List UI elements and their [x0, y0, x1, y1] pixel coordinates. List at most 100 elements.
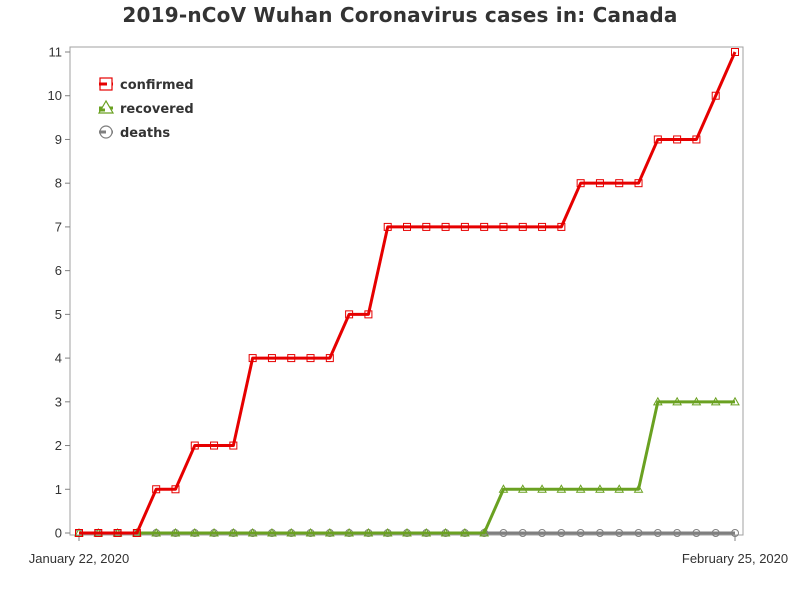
data-point-confirmed-2 [113, 529, 122, 537]
data-point-confirmed-28 [615, 179, 624, 188]
data-point-confirmed-34 [731, 48, 739, 56]
data-point-deaths-26 [576, 529, 585, 537]
data-point-confirmed-31 [673, 135, 682, 144]
data-point-confirmed-33 [711, 91, 720, 100]
data-point-confirmed-16 [383, 222, 392, 231]
data-point-recovered-15 [363, 527, 374, 537]
series-confirmed [75, 48, 739, 537]
data-point-deaths-27 [595, 529, 604, 537]
legend: confirmed recovered deaths [97, 77, 194, 141]
data-point-confirmed-3 [132, 529, 141, 537]
data-point-deaths-24 [538, 529, 547, 537]
plot-frame [69, 46, 744, 536]
data-point-deaths-34 [731, 529, 739, 537]
data-point-confirmed-9 [248, 354, 257, 363]
data-point-recovered-17 [402, 527, 412, 537]
data-point-recovered-10 [267, 527, 277, 537]
data-point-deaths-25 [557, 529, 566, 537]
data-point-confirmed-7 [210, 441, 219, 450]
data-point-recovered-9 [247, 527, 258, 537]
data-point-recovered-26 [575, 484, 586, 493]
y-tick-label-0: 0 [55, 526, 62, 541]
data-point-recovered-16 [382, 527, 393, 537]
data-point-deaths-28 [615, 529, 624, 537]
data-point-deaths-32 [692, 529, 701, 537]
data-point-confirmed-19 [441, 222, 450, 231]
data-point-confirmed-23 [518, 222, 527, 231]
y-tick-label-1: 1 [55, 482, 62, 497]
data-point-confirmed-25 [557, 222, 566, 231]
data-point-confirmed-17 [403, 222, 411, 231]
data-point-recovered-21 [479, 527, 490, 537]
data-point-recovered-5 [170, 527, 181, 537]
y-tick-label-3: 3 [55, 394, 62, 409]
data-point-deaths-23 [518, 529, 527, 537]
data-point-recovered-29 [633, 484, 644, 493]
data-point-recovered-20 [460, 527, 470, 537]
data-point-confirmed-21 [480, 222, 489, 231]
data-point-recovered-28 [614, 484, 625, 493]
data-point-recovered-4 [151, 527, 162, 537]
data-point-confirmed-11 [287, 354, 296, 363]
data-point-confirmed-1 [94, 529, 103, 537]
x-tick-label-start: January 22, 2020 [29, 551, 129, 566]
series-recovered [74, 396, 740, 537]
legend-item-recovered: recovered [97, 99, 194, 117]
data-point-deaths-33 [711, 529, 720, 537]
data-point-recovered-24 [537, 484, 547, 493]
series-line-confirmed [79, 51, 737, 535]
y-tick-label-2: 2 [55, 438, 62, 453]
data-point-recovered-23 [517, 484, 528, 493]
data-point-recovered-27 [595, 484, 605, 493]
data-point-confirmed-29 [634, 179, 643, 188]
chart-title: 2019-nCoV Wuhan Coronavirus cases in: Ca… [122, 3, 678, 27]
data-point-confirmed-14 [345, 310, 354, 319]
data-point-confirmed-30 [653, 135, 662, 144]
data-point-confirmed-8 [229, 441, 238, 450]
data-point-recovered-13 [324, 527, 335, 537]
legend-label-confirmed: confirmed [120, 78, 194, 93]
data-point-recovered-33 [710, 396, 721, 406]
x-axis: January 22, 2020 February 25, 2020 [29, 535, 788, 566]
data-point-confirmed-27 [595, 179, 604, 188]
data-point-recovered-14 [344, 527, 354, 537]
data-point-confirmed-5 [171, 485, 180, 494]
data-point-confirmed-18 [422, 222, 431, 231]
data-point-recovered-7 [209, 527, 219, 537]
series-line-recovered [79, 400, 735, 535]
data-point-recovered-12 [305, 527, 316, 537]
y-tick-label-9: 9 [55, 132, 62, 147]
legend-label-recovered: recovered [120, 102, 194, 117]
legend-item-confirmed: confirmed [99, 77, 194, 93]
data-point-recovered-19 [440, 527, 451, 537]
data-point-confirmed-12 [306, 354, 315, 363]
data-point-recovered-11 [286, 527, 297, 537]
y-tick-label-6: 6 [55, 263, 62, 278]
data-point-recovered-31 [672, 396, 682, 406]
data-point-confirmed-20 [460, 222, 469, 231]
data-point-recovered-8 [228, 527, 239, 537]
y-tick-label-11: 11 [49, 45, 63, 60]
data-point-confirmed-22 [499, 222, 508, 231]
y-tick-label-7: 7 [55, 219, 62, 234]
y-axis: 0 1 2 3 4 5 6 7 8 9 10 11 [48, 45, 70, 541]
y-tick-label-5: 5 [55, 307, 62, 322]
data-point-recovered-34 [730, 396, 740, 406]
y-tick-label-8: 8 [55, 176, 62, 191]
data-point-confirmed-15 [364, 310, 373, 319]
data-point-recovered-6 [189, 527, 200, 537]
data-point-deaths-29 [634, 529, 643, 537]
data-point-recovered-22 [498, 484, 509, 493]
y-tick-label-10: 10 [48, 88, 62, 103]
data-point-recovered-25 [556, 484, 567, 493]
data-point-deaths-31 [673, 529, 682, 537]
data-point-deaths-30 [653, 529, 662, 537]
data-point-confirmed-26 [576, 179, 585, 188]
data-point-confirmed-6 [190, 441, 199, 450]
data-point-confirmed-10 [267, 354, 276, 363]
data-point-confirmed-13 [325, 354, 334, 363]
data-point-recovered-18 [421, 527, 432, 537]
y-tick-label-4: 4 [55, 351, 62, 366]
